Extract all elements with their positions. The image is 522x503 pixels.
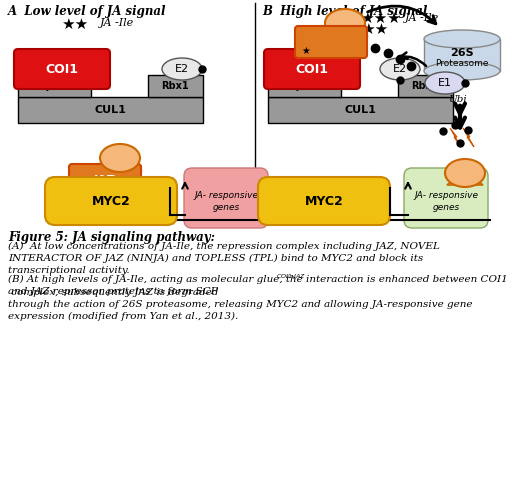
FancyBboxPatch shape bbox=[258, 177, 390, 225]
Text: ★★: ★★ bbox=[62, 17, 89, 32]
Text: Ubi: Ubi bbox=[448, 95, 467, 104]
Text: TPL: TPL bbox=[455, 168, 475, 178]
Text: JAZ: JAZ bbox=[320, 36, 342, 48]
Text: JA- responsive: JA- responsive bbox=[414, 191, 478, 200]
Text: (A)  At low concentrations of JA-Ile, the repression complex including JAZ, NOVE: (A) At low concentrations of JA-Ile, the… bbox=[8, 242, 440, 275]
Ellipse shape bbox=[425, 72, 465, 94]
Text: MYC2: MYC2 bbox=[305, 195, 343, 208]
Text: $\mathsf{SCF^{TIR1}complex}$: $\mathsf{SCF^{TIR1}complex}$ bbox=[56, 81, 106, 91]
Bar bbox=[268, 75, 341, 97]
Text: JA -Ile: JA -Ile bbox=[405, 13, 439, 23]
Ellipse shape bbox=[424, 62, 500, 80]
FancyBboxPatch shape bbox=[14, 49, 110, 89]
Text: TPL: TPL bbox=[334, 18, 356, 28]
Bar bbox=[18, 97, 203, 123]
Text: COI1: COI1 bbox=[295, 62, 328, 75]
Ellipse shape bbox=[162, 58, 202, 80]
Text: genes: genes bbox=[432, 203, 460, 211]
FancyBboxPatch shape bbox=[295, 26, 367, 58]
Text: SKp1: SKp1 bbox=[281, 81, 310, 91]
Text: MYC2: MYC2 bbox=[92, 195, 130, 208]
Text: $^{\mathit{COI1\text{-}JAZ}}$: $^{\mathit{COI1\text{-}JAZ}}$ bbox=[276, 274, 306, 283]
Bar bbox=[398, 75, 453, 97]
Text: complex, subsequently JAZ is degraded
through the action of 26S proteasome, rele: complex, subsequently JAZ is degraded th… bbox=[8, 288, 472, 321]
Text: TPL: TPL bbox=[109, 153, 130, 163]
Text: Figure 5: JA signaling pathway:: Figure 5: JA signaling pathway: bbox=[8, 231, 215, 244]
Text: E2: E2 bbox=[175, 64, 189, 74]
Polygon shape bbox=[450, 128, 461, 147]
Text: E1: E1 bbox=[438, 78, 452, 88]
Text: NINJA: NINJA bbox=[332, 29, 358, 38]
Text: CUL1: CUL1 bbox=[344, 105, 376, 115]
Text: JAZ: JAZ bbox=[94, 174, 116, 187]
Polygon shape bbox=[322, 21, 368, 37]
Text: ★★★: ★★★ bbox=[360, 11, 400, 26]
Text: ★: ★ bbox=[302, 46, 311, 56]
Text: COI1: COI1 bbox=[45, 62, 78, 75]
Ellipse shape bbox=[380, 58, 420, 80]
Polygon shape bbox=[98, 154, 142, 171]
Text: JA- responsive: JA- responsive bbox=[194, 191, 258, 200]
FancyBboxPatch shape bbox=[69, 164, 141, 196]
Text: Rbx1: Rbx1 bbox=[411, 81, 439, 91]
Ellipse shape bbox=[424, 30, 500, 48]
Text: ★★: ★★ bbox=[361, 22, 388, 37]
FancyBboxPatch shape bbox=[264, 49, 360, 89]
Bar bbox=[424, 39, 500, 71]
Bar bbox=[148, 75, 203, 97]
Bar bbox=[18, 75, 91, 97]
Text: NINJA: NINJA bbox=[107, 162, 133, 172]
FancyBboxPatch shape bbox=[184, 168, 268, 228]
Text: Proteasome: Proteasome bbox=[435, 58, 489, 67]
Ellipse shape bbox=[445, 159, 485, 187]
Ellipse shape bbox=[100, 144, 140, 172]
Text: (B) At high levels of JA-Ile, acting as molecular glue, the interaction is enhan: (B) At high levels of JA-Ile, acting as … bbox=[8, 275, 508, 296]
Polygon shape bbox=[447, 170, 483, 185]
FancyArrowPatch shape bbox=[367, 6, 436, 24]
Text: SKp1: SKp1 bbox=[31, 81, 60, 91]
Text: B  High level of JA signal: B High level of JA signal bbox=[262, 5, 428, 18]
Text: $\mathsf{SCF^{TIR1}complex}$: $\mathsf{SCF^{TIR1}complex}$ bbox=[306, 81, 357, 91]
Polygon shape bbox=[463, 128, 474, 147]
FancyBboxPatch shape bbox=[404, 168, 488, 228]
Text: 26S: 26S bbox=[450, 48, 474, 58]
Ellipse shape bbox=[325, 9, 365, 37]
Text: A  Low level of JA signal: A Low level of JA signal bbox=[8, 5, 167, 18]
FancyArrowPatch shape bbox=[400, 52, 426, 66]
FancyBboxPatch shape bbox=[45, 177, 177, 225]
Text: E2: E2 bbox=[393, 64, 407, 74]
Bar bbox=[268, 97, 453, 123]
Text: JA -Ile: JA -Ile bbox=[100, 18, 134, 28]
Text: CUL1: CUL1 bbox=[94, 105, 126, 115]
Text: Rbx1: Rbx1 bbox=[161, 81, 189, 91]
Text: genes: genes bbox=[212, 203, 240, 211]
